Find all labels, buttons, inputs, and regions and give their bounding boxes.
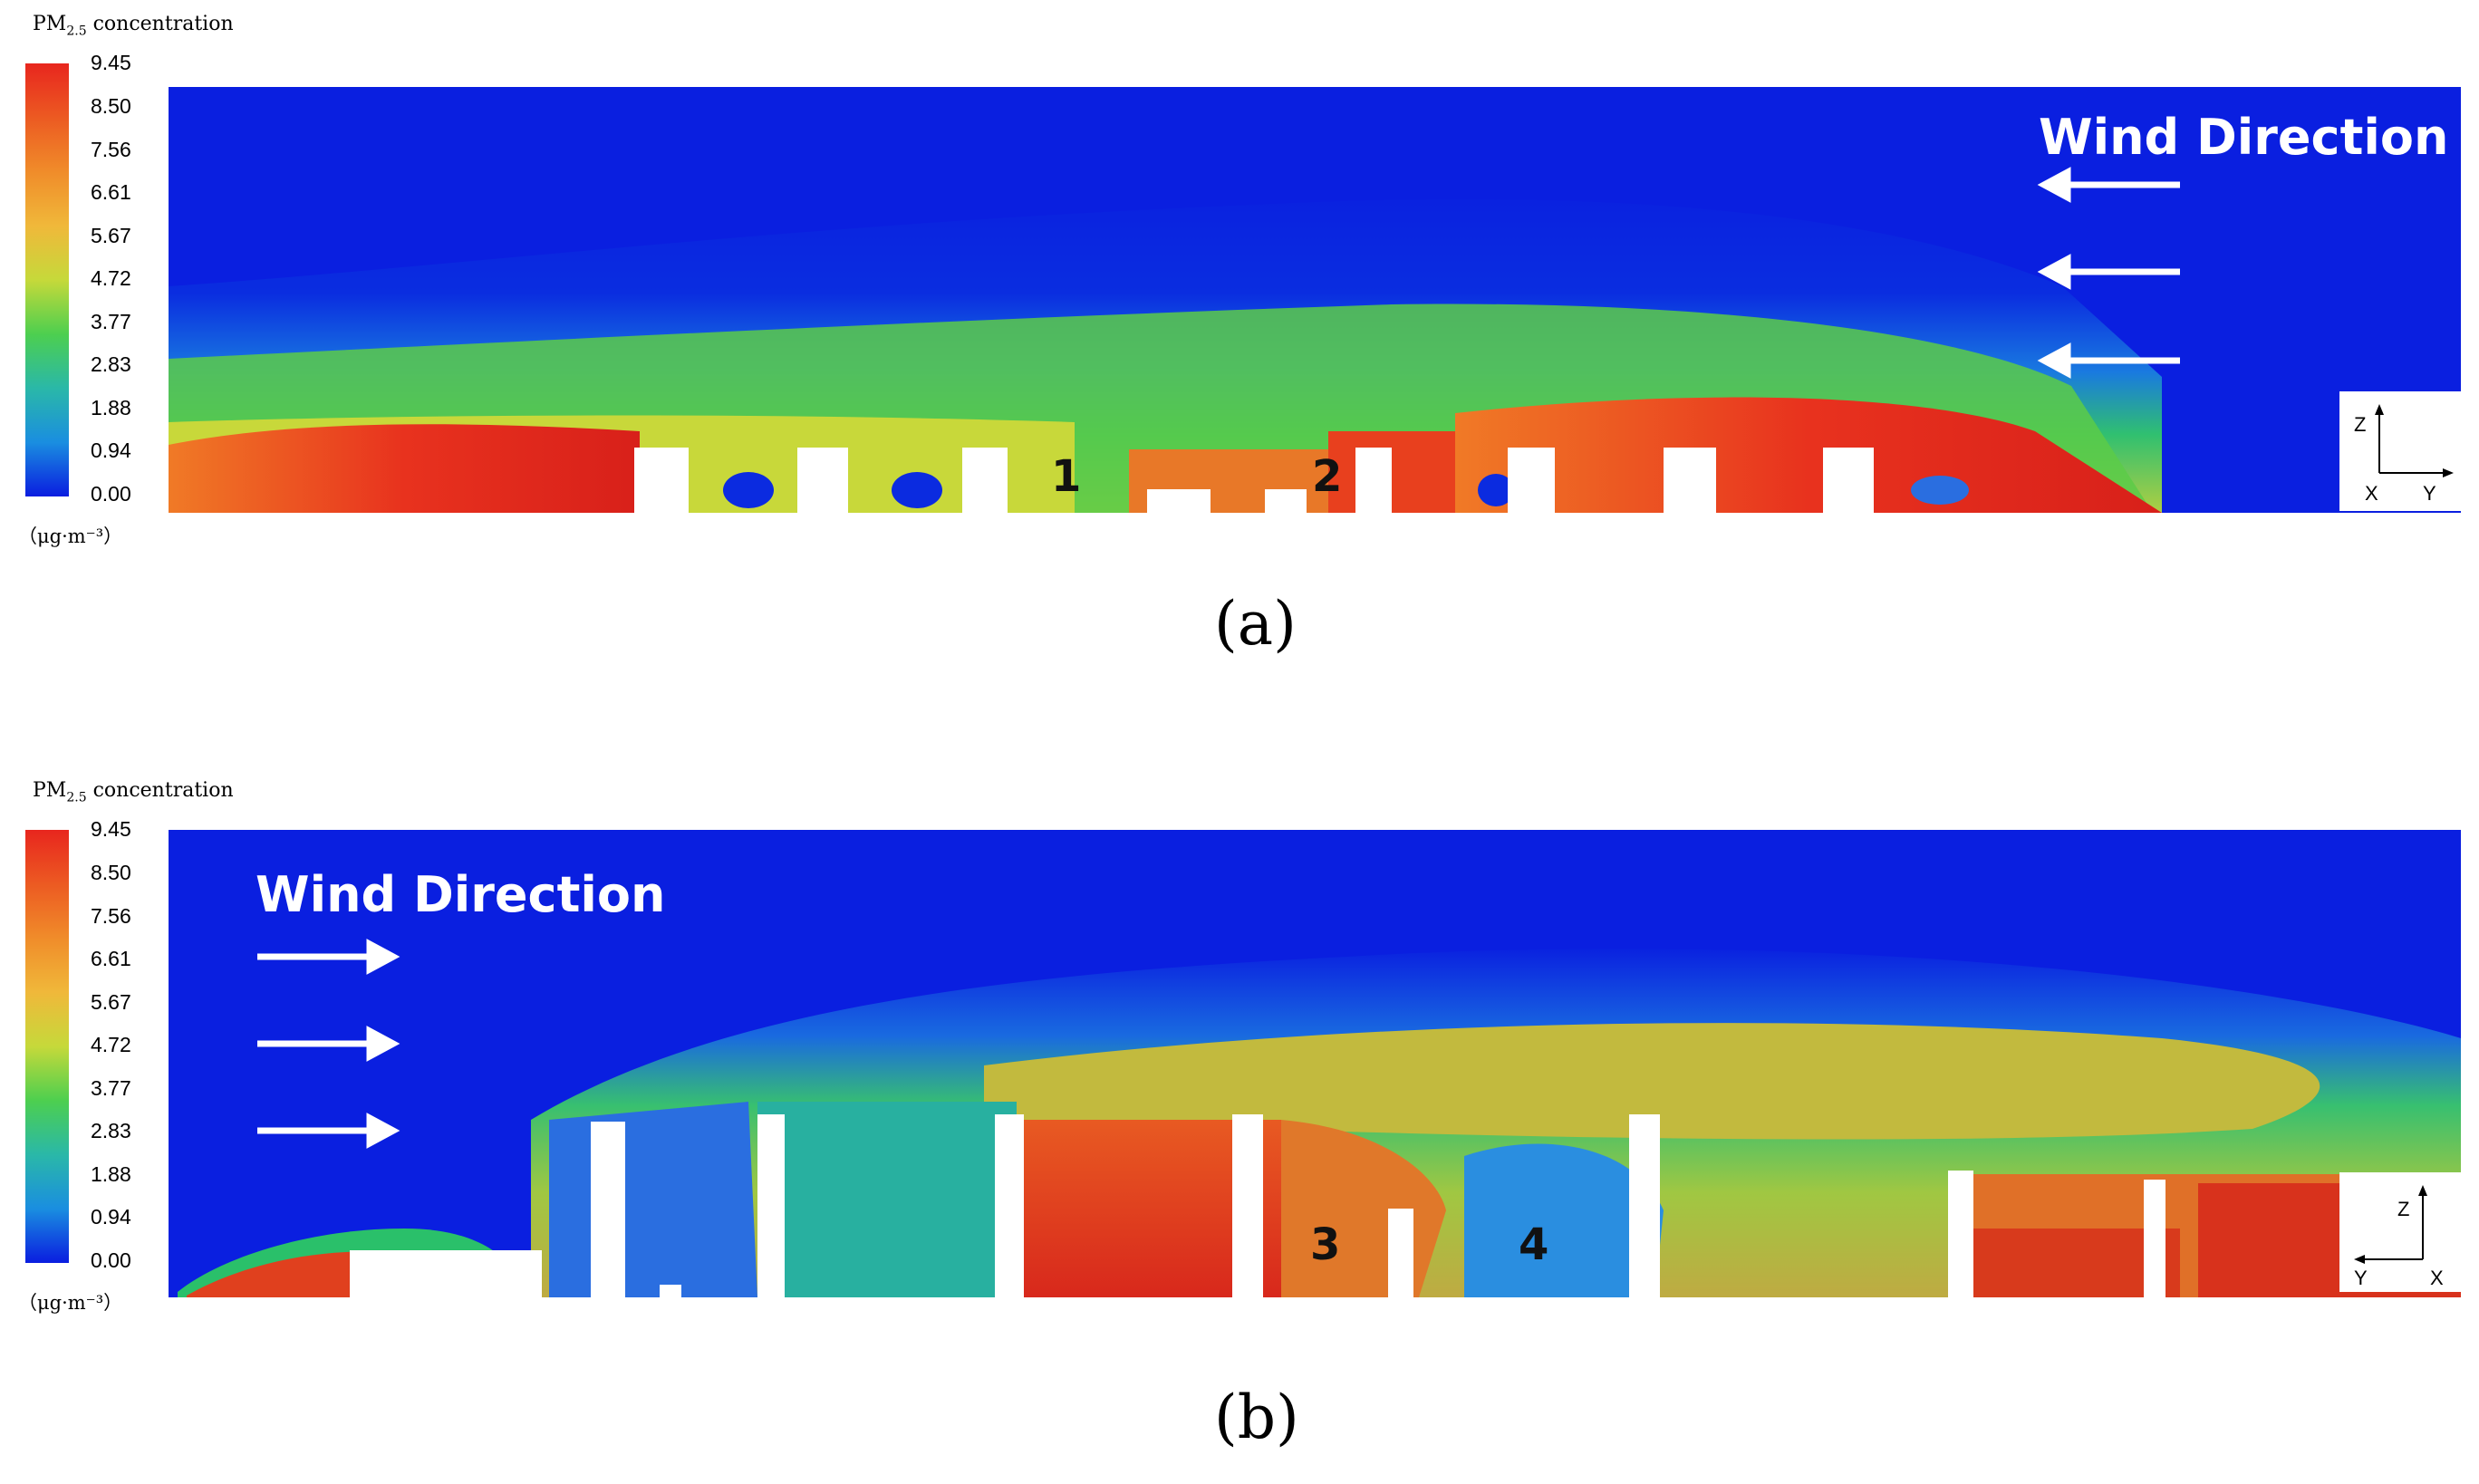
axis-label-z: Z [2397,1198,2410,1220]
building-number: 4 [1519,1219,1549,1270]
axis-label-x: X [2430,1267,2444,1289]
tick-label: 6.61 [91,180,131,204]
panel-caption: (a) [1214,589,1297,659]
axis-label-x: X [2365,482,2378,505]
tick-label: 1.88 [91,1162,131,1186]
legend-title: PM2.5 concentration [33,13,234,39]
building-number: 3 [1310,1219,1341,1270]
unit-label: （μg·m⁻³） [18,1292,123,1314]
concentration-field-b [169,830,2461,1297]
tick-label: 4.72 [91,266,131,290]
concentration-field-a [169,87,2461,513]
axis-label-z: Z [2354,413,2367,436]
tick-label: 0.00 [91,1248,131,1272]
tick-label: 8.50 [91,861,131,884]
tick-label: 8.50 [91,94,131,118]
tick-label: 3.77 [91,310,131,333]
colorbar [25,63,69,496]
tick-label: 4.72 [91,1033,131,1056]
tick-label: 0.94 [91,438,131,462]
tick-label: 7.56 [91,904,131,928]
colorbar [25,830,69,1263]
axis-triad-a: Z Y X [2339,391,2461,511]
building-number: 2 [1312,451,1343,502]
tick-label: 5.67 [91,990,131,1014]
tick-label: 2.83 [91,1119,131,1142]
tick-label: 9.45 [91,51,131,74]
wind-arrows-b [257,939,400,1149]
legend-title: PM2.5 concentration [33,779,234,805]
wind-direction-label: Wind Direction [2039,109,2449,166]
panel-caption: (b) [1214,1383,1299,1452]
axis-label-y: Y [2354,1267,2368,1289]
tick-label: 3.77 [91,1076,131,1100]
wind-direction-label: Wind Direction [256,866,666,923]
panel-a: PM2.5 concentration 9.45 8.50 7.56 6.61 … [18,13,2461,659]
tick-label: 0.94 [91,1205,131,1229]
wind-arrows-a [2037,167,2180,379]
axis-label-y: Y [2423,482,2436,505]
panel-b: PM2.5 concentration 9.45 8.50 7.56 6.61 … [0,770,2479,1484]
tick-label: 6.61 [91,947,131,970]
tick-label: 7.56 [91,138,131,161]
tick-label: 2.83 [91,352,131,376]
tick-label: 9.45 [91,817,131,841]
building-number: 1 [1051,451,1082,502]
tick-label: 1.88 [91,396,131,419]
unit-label: （μg·m⁻³） [18,525,123,547]
tick-label: 5.67 [91,224,131,247]
tick-label: 0.00 [91,482,131,506]
axis-triad-b: Z Y X [2339,1172,2461,1292]
